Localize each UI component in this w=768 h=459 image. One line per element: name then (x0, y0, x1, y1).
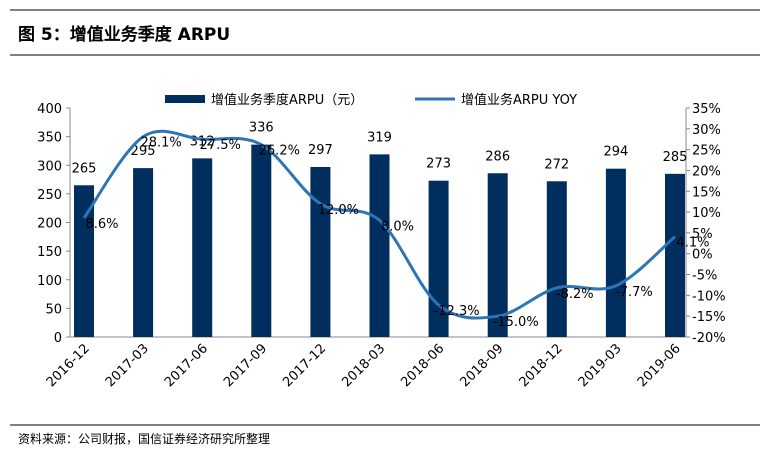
source-note: 资料来源：公司财报，国信证券经济研究所整理 (18, 431, 270, 446)
x-tick-label: 2019-06 (635, 341, 684, 390)
bar-value-label: 336 (249, 121, 274, 136)
y2-tick-label: 15% (692, 185, 721, 200)
y-tick-label: 300 (37, 159, 62, 174)
bar-value-label: 265 (72, 161, 97, 176)
bar-value-label: 295 (131, 144, 156, 159)
bar (605, 168, 626, 337)
line-value-label: -12.3% (434, 304, 480, 319)
line-value-label: 8.0% (381, 219, 414, 234)
bar (251, 144, 272, 337)
y2-tick-label: -20% (692, 331, 726, 346)
y-tick-label: 150 (37, 245, 62, 260)
y2-tick-label: 35% (692, 102, 721, 117)
y2-tick-label: 5% (692, 227, 713, 242)
bar (546, 181, 567, 337)
y2-tick-label: 20% (692, 164, 721, 179)
x-tick-label: 2016-12 (44, 341, 93, 390)
bar-value-label: 272 (544, 157, 569, 172)
y2-tick-label: 10% (692, 206, 721, 221)
y-tick-label: 250 (37, 188, 62, 203)
bar (487, 173, 508, 337)
y2-tick-label: 0% (692, 248, 713, 263)
x-tick-label: 2018-06 (398, 341, 447, 390)
line-value-label: 4.1% (676, 236, 709, 251)
line-value-label: -15.0% (493, 315, 539, 330)
y2-tick-label: -15% (692, 310, 726, 325)
bar-value-label: 297 (308, 143, 333, 158)
y-tick-label: 50 (45, 302, 62, 317)
bar (369, 154, 390, 337)
y2-tick-label: 30% (692, 123, 721, 138)
y2-tick-label: -10% (692, 289, 726, 304)
y-tick-label: 0 (54, 331, 62, 346)
x-tick-label: 2017-03 (103, 341, 152, 390)
line (82, 129, 676, 320)
line-value-label: -8.2% (556, 287, 594, 302)
bar-value-label: 294 (603, 145, 628, 160)
x-tick-label: 2017-06 (162, 341, 211, 390)
legend-label: 增值业务季度ARPU（元） (211, 92, 363, 108)
bar (74, 185, 94, 337)
y-tick-label: 350 (37, 131, 62, 146)
y-tick-label: 100 (37, 274, 62, 289)
line-value-label: 28.1% (140, 136, 181, 151)
bar-value-label: 285 (663, 150, 688, 165)
line-value-label: 26.2% (259, 144, 300, 159)
line-value-label: -7.7% (615, 285, 653, 300)
x-tick-label: 2018-09 (458, 341, 507, 390)
x-tick-label: 2017-12 (280, 341, 329, 390)
line-value-label: 8.6% (85, 217, 118, 232)
x-tick-label: 2019-03 (576, 341, 625, 390)
figure-title: 图 5：增值业务季度 ARPU (18, 24, 230, 45)
bar (310, 166, 331, 337)
bar (665, 173, 685, 337)
bar-value-label: 273 (426, 157, 451, 172)
y2-tick-label: -5% (692, 269, 717, 284)
x-tick-label: 2017-09 (221, 341, 270, 390)
bar (192, 158, 213, 337)
line-value-label: 12.0% (318, 203, 359, 218)
y-tick-label: 400 (37, 102, 62, 117)
legend-swatch (165, 95, 205, 103)
bar-value-label: 286 (485, 149, 510, 164)
line-value-label: 27.5% (200, 138, 241, 153)
y-tick-label: 200 (37, 217, 62, 232)
x-tick-label: 2018-03 (339, 341, 388, 390)
x-tick-label: 2018-12 (517, 341, 566, 390)
y2-tick-label: 25% (692, 144, 721, 159)
bar-value-label: 319 (367, 130, 392, 145)
bar (133, 168, 154, 337)
legend-label: 增值业务ARPU YOY (461, 92, 577, 108)
